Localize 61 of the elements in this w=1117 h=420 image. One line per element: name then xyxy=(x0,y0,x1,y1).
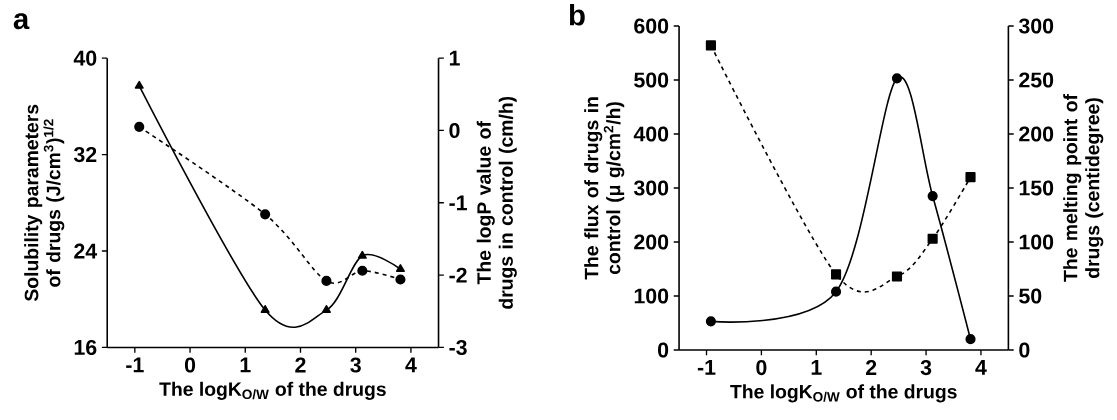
point xyxy=(965,172,976,183)
y-tick-label: 200 xyxy=(634,234,669,250)
x-tick-label: 0 xyxy=(184,357,196,373)
point xyxy=(891,271,903,282)
point xyxy=(357,250,367,259)
point xyxy=(260,305,270,314)
chart-title: a xyxy=(13,13,30,30)
y2-axis-title: The melting point of drugs (centidegree) xyxy=(1063,93,1104,282)
y2-tick-label: 250 xyxy=(1019,72,1054,88)
y-tick-label: 400 xyxy=(633,126,669,142)
x-axis-title: The logK$_{O/W}$ of the drugs xyxy=(730,384,957,403)
point xyxy=(830,269,842,280)
x-tick-label: 0 xyxy=(756,360,767,376)
point xyxy=(927,191,938,202)
y2-tick-label: 200 xyxy=(1019,126,1054,142)
y2-tick-label: -3 xyxy=(449,339,467,356)
y2-tick-label: 300 xyxy=(1018,18,1054,34)
x-tick-label: 2 xyxy=(865,360,877,375)
y-tick-label: 32 xyxy=(73,147,97,163)
y-tick-label: 24 xyxy=(74,243,98,259)
y2-tick-label: 0 xyxy=(449,122,460,139)
y2-tick-label: 0 xyxy=(1019,342,1030,358)
point xyxy=(891,73,903,84)
x-tick-label: 4 xyxy=(405,357,417,373)
y-tick-label: 500 xyxy=(634,72,669,88)
point xyxy=(705,316,716,327)
point xyxy=(395,274,406,285)
point xyxy=(357,265,368,276)
point xyxy=(134,121,145,132)
y2-axis-title: The logP value of drugs in control (cm/h) xyxy=(476,96,517,309)
x-tick-label: 3 xyxy=(350,357,361,373)
y-tick-label: 300 xyxy=(633,180,669,196)
chart-title: b xyxy=(569,3,585,26)
point xyxy=(260,209,271,220)
y2-tick-label: 50 xyxy=(1019,288,1042,304)
point xyxy=(395,264,405,273)
x-tick-label: 2 xyxy=(295,357,306,373)
point xyxy=(705,40,716,51)
y2-tick-label: 150 xyxy=(1019,180,1054,196)
x-tick-label: -1 xyxy=(126,357,144,373)
x-tick-label: -1 xyxy=(697,360,716,375)
y2-tick-label: 1 xyxy=(449,50,460,66)
x-axis-title: The logK$_{O/W}$ of the drugs xyxy=(159,381,386,400)
y-tick-label: 16 xyxy=(74,339,97,356)
y-tick-label: 0 xyxy=(658,342,669,358)
point xyxy=(134,80,144,89)
point xyxy=(321,275,332,286)
point xyxy=(830,286,842,297)
x-tick-label: 1 xyxy=(811,360,822,375)
y2-tick-label: -2 xyxy=(449,267,467,283)
y-tick-label: 100 xyxy=(634,288,669,304)
x-tick-label: 3 xyxy=(920,360,932,376)
y-tick-label: 40 xyxy=(73,50,97,66)
point xyxy=(927,233,938,244)
x-tick-label: 1 xyxy=(240,357,251,373)
point xyxy=(965,334,976,345)
y2-tick-label: 100 xyxy=(1019,234,1054,250)
point xyxy=(321,305,331,314)
y2-tick-label: -1 xyxy=(449,195,467,211)
x-tick-label: 4 xyxy=(975,360,987,375)
y-tick-label: 600 xyxy=(634,18,669,34)
